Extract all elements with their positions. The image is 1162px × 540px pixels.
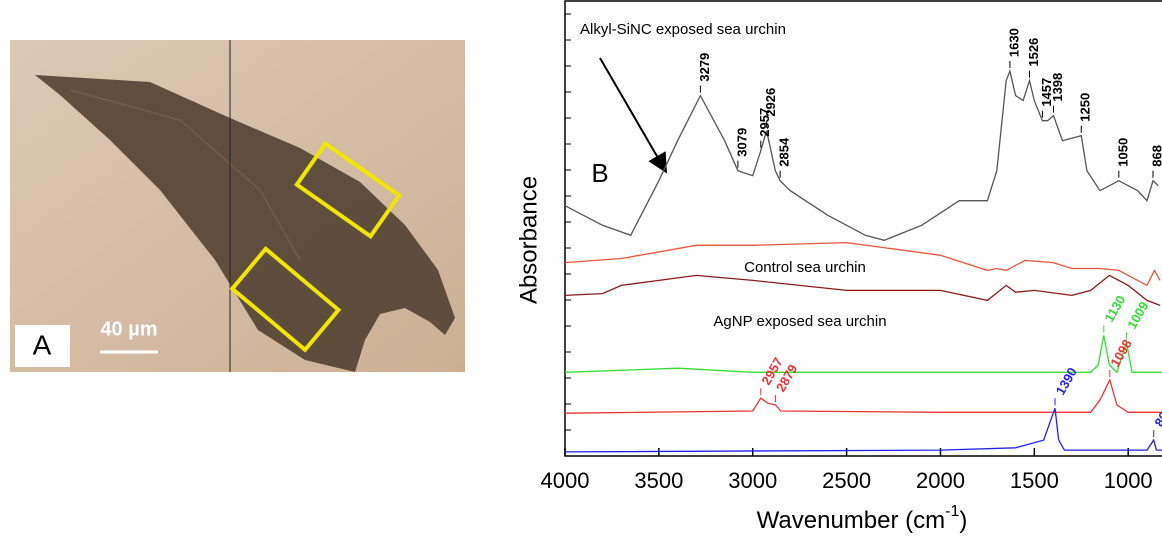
series-label: Control sea urchin [744, 259, 866, 276]
x-tick-label: 4000 [541, 468, 590, 493]
figure: A 40 µm Absorbance B Wavenumber (cm-1) 4… [0, 0, 1162, 540]
series-label: Alkyl-SiNC exposed sea urchin [580, 21, 786, 38]
peak-label: 3279 [697, 53, 712, 82]
peak-label: 1398 [1050, 73, 1065, 102]
scale-label: 40 µm [100, 318, 157, 340]
y-axis-label: Absorbance [515, 176, 542, 304]
peak-label: 2854 [777, 137, 792, 167]
panel-label: B [591, 158, 608, 188]
x-axis-label: Wavenumber (cm-1) [757, 503, 968, 534]
axis-frame [565, 1, 1162, 456]
peak-label: 1390 [1053, 365, 1080, 398]
peak-label: 868 [1149, 145, 1162, 167]
panel-label: A [33, 329, 52, 360]
peak-label: 1009 [1124, 299, 1151, 332]
peak-label: 1526 [1026, 38, 1041, 67]
peak-label: 1250 [1078, 93, 1093, 122]
peak-label: 864 [1151, 402, 1162, 429]
x-tick-label: 1000 [1104, 468, 1153, 493]
x-tick-label: 3500 [634, 468, 683, 493]
x-tick-label: 1500 [1010, 468, 1059, 493]
peak-label: 1630 [1006, 28, 1021, 57]
peak-label: 1130 [1101, 293, 1128, 325]
spectrum [565, 71, 1158, 240]
peak-label: 3079 [734, 128, 749, 157]
x-tick-label: 2000 [916, 468, 965, 493]
peak-label: 1050 [1115, 138, 1130, 167]
x-tick-label: 3000 [728, 468, 777, 493]
arrow [600, 58, 665, 170]
spectrum [565, 275, 1160, 305]
x-tick-label: 2500 [822, 468, 871, 493]
spectrum [565, 335, 1162, 372]
peak-label: 2926 [763, 88, 778, 117]
series-label: AgNP exposed sea urchin [713, 313, 886, 330]
spectrum [565, 408, 1162, 452]
panel-a: A 40 µm [10, 40, 465, 372]
